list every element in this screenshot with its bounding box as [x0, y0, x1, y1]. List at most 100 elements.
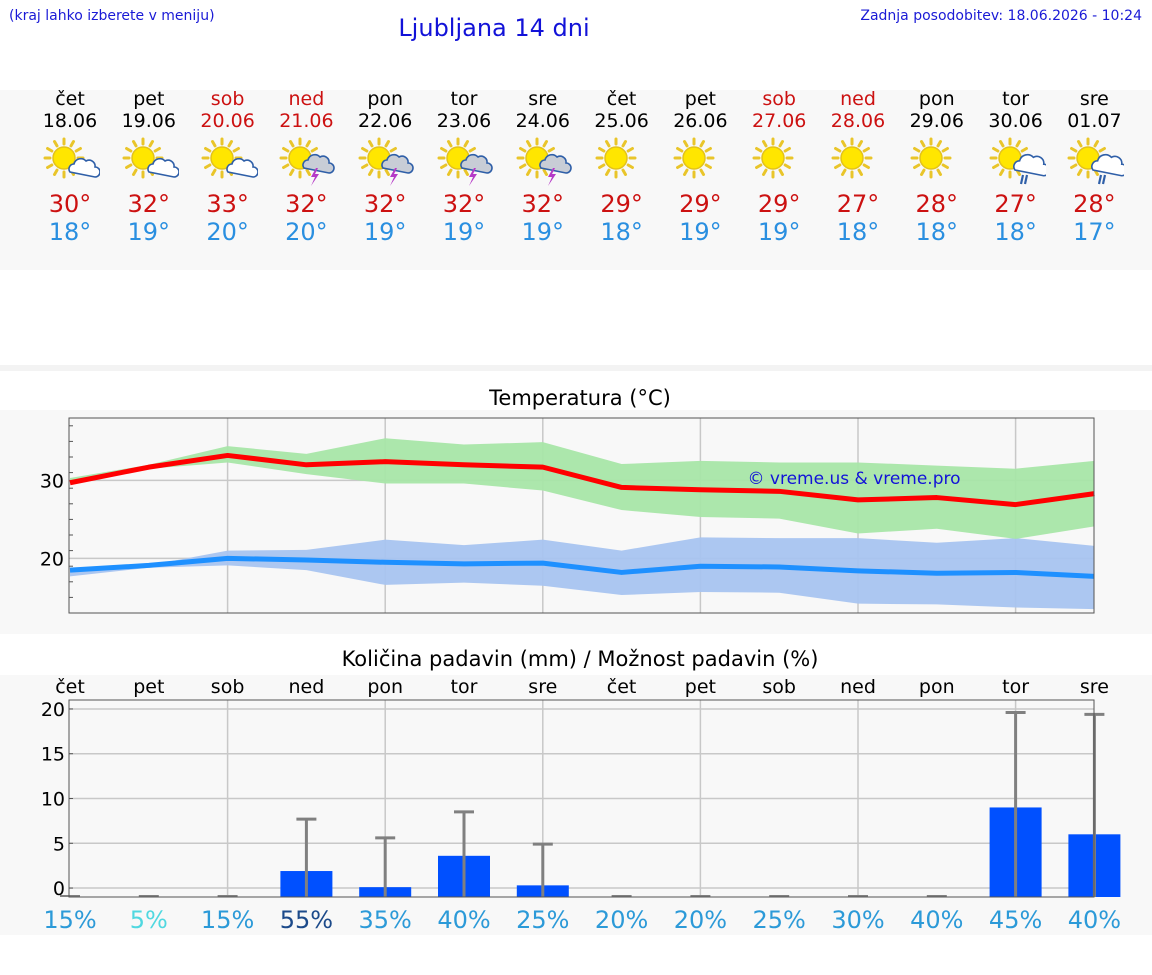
min-temperature: 19° — [127, 218, 171, 246]
sun-icon — [595, 137, 637, 179]
day-name: pet — [684, 88, 716, 110]
min-temperature: 18° — [48, 218, 92, 246]
separator — [0, 365, 1152, 371]
precipitation-probability: 35% — [359, 906, 412, 934]
x-day-label: tor — [1002, 676, 1029, 698]
lightning-shape — [547, 168, 556, 186]
min-temperature: 19° — [757, 218, 801, 246]
min-temperature: 19° — [442, 218, 486, 246]
min-temperature: 19° — [363, 218, 407, 246]
min-temperature: 20° — [206, 218, 249, 246]
watermark: © vreme.us & vreme.pro — [747, 469, 960, 489]
day-name: pon — [367, 88, 404, 110]
x-day-label: pet — [685, 676, 716, 698]
day-column: pet 26.06 29° 19° — [661, 88, 739, 246]
day-date: 23.06 — [436, 110, 492, 132]
cloud-shape — [302, 153, 336, 174]
day-date: 30.06 — [988, 110, 1043, 132]
day-date: 22.06 — [357, 110, 413, 132]
sun-icon — [910, 137, 952, 179]
cloud-shape — [1091, 153, 1125, 177]
sun-icon — [752, 137, 794, 179]
day-date: 21.06 — [279, 110, 334, 132]
cloud-shape — [381, 153, 414, 174]
min-temperature: 17° — [1073, 218, 1116, 246]
max-temperature: 29° — [679, 190, 722, 218]
x-day-label: sre — [1080, 676, 1109, 698]
max-temperature: 32° — [521, 190, 565, 218]
y-tick-label: 5 — [53, 833, 65, 855]
max-temperature: 32° — [285, 190, 328, 218]
cloud-shape — [225, 157, 258, 178]
sun-thunderstorm-icon — [437, 137, 493, 186]
raindrop-shape — [1019, 174, 1024, 185]
sun-shape — [595, 137, 637, 179]
sun-shape — [43, 137, 85, 179]
day-date: 28.06 — [830, 110, 886, 132]
sun-shape — [989, 137, 1031, 179]
sun-cloud-icon — [122, 137, 179, 179]
day-column: ned 28.06 27° 18° — [819, 88, 897, 246]
temperature-chart-title: Temperatura (°C) — [489, 386, 671, 410]
day-date: 24.06 — [515, 110, 570, 132]
max-temperature: 30° — [48, 190, 92, 218]
day-name: tor — [450, 88, 478, 110]
day-name: ned — [840, 88, 876, 110]
x-day-label: čet — [55, 676, 85, 698]
precipitation-probability: 25% — [516, 906, 569, 934]
day-name: čet — [55, 88, 85, 110]
precipitation-probability: 55% — [280, 906, 333, 934]
min-temperature: 18° — [836, 218, 880, 246]
day-name: pet — [133, 88, 165, 110]
day-name: sre — [1079, 88, 1109, 110]
x-day-label: sre — [528, 676, 557, 698]
day-date: 18.06 — [42, 110, 98, 132]
day-date: 25.06 — [594, 110, 649, 132]
sun-icon — [673, 137, 715, 179]
max-temperature: 32° — [442, 190, 486, 218]
last-updated: Zadnja posodobitev: 18.06.2026 - 10:24 — [860, 8, 1142, 24]
raindrop-shape — [1023, 174, 1028, 185]
day-name: pon — [918, 88, 955, 110]
min-temperature: 18° — [994, 218, 1037, 246]
day-column: tor 23.06 32° 19° — [425, 88, 503, 246]
precipitation-probability: 20% — [595, 906, 648, 934]
day-column: ned 21.06 32° 20° — [267, 88, 345, 246]
precipitation-probability: 45% — [989, 906, 1042, 934]
sun-cloud-icon — [201, 137, 258, 179]
precipitation-probability: 40% — [437, 906, 490, 934]
x-day-label: pet — [133, 676, 164, 698]
x-day-label: ned — [840, 676, 876, 698]
raindrop-shape — [1102, 174, 1107, 185]
sun-shape — [122, 137, 164, 179]
day-date: 19.06 — [121, 110, 176, 132]
day-date: 20.06 — [200, 110, 255, 132]
day-column: tor 30.06 27° 18° — [977, 88, 1055, 246]
forecast-strip — [0, 90, 1152, 270]
max-temperature: 32° — [363, 190, 407, 218]
min-temperature: 18° — [600, 218, 643, 246]
sun-shape — [752, 137, 794, 179]
sun-cloud-icon — [43, 137, 100, 179]
day-column: sre 24.06 32° 19° — [504, 88, 582, 246]
precipitation-probability: 15% — [201, 906, 254, 934]
y-tick-label: 0 — [53, 878, 65, 900]
location-hint: (kraj lahko izberete v meniju) — [9, 8, 215, 24]
sun-shape — [831, 137, 873, 179]
min-temperature: 20° — [285, 218, 328, 246]
day-date: 26.06 — [673, 110, 728, 132]
x-day-label: ned — [289, 676, 325, 698]
y-tick-label: 20 — [40, 548, 64, 570]
sun-thunderstorm-icon — [358, 137, 414, 186]
cloud-shape — [460, 153, 493, 174]
min-temperature-band — [70, 537, 1095, 610]
day-name: sob — [210, 88, 245, 110]
max-temperature: 33° — [206, 190, 249, 218]
day-column: sob 20.06 33° 20° — [189, 88, 267, 246]
day-name: čet — [606, 88, 637, 110]
max-temperature: 27° — [994, 190, 1037, 218]
lightning-shape — [390, 168, 399, 186]
max-temperature: 28° — [915, 190, 959, 218]
day-column: sob 27.06 29° 19° — [740, 88, 818, 246]
precipitation-chart: čet pet sob ned pon tor sre čet pet sob ned pon tor s… — [41, 676, 1121, 934]
